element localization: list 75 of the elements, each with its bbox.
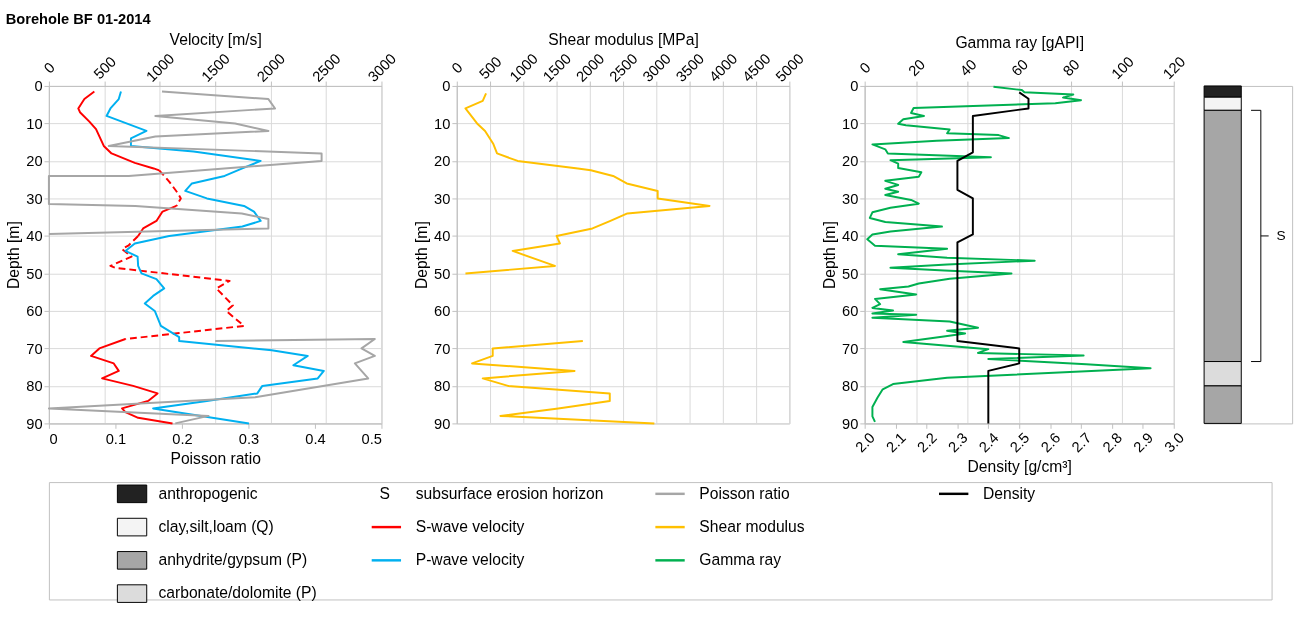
legend-label: S-wave velocity <box>415 517 525 535</box>
x-tick-label: 2.7 <box>1068 429 1095 456</box>
x-tick-label: 2.6 <box>1037 429 1064 456</box>
y-tick-label: 90 <box>842 415 859 432</box>
x-tick-label: 0.4 <box>305 431 326 448</box>
x-tick-label: 2.0 <box>852 429 878 456</box>
x-tick-label: 0.5 <box>361 431 382 448</box>
x-tick-label: 3.0 <box>1161 429 1188 456</box>
x-tick-label: 2.2 <box>914 429 940 456</box>
y-axis-title: Depth [m] <box>5 221 23 290</box>
x-axis-title: Shear modulus [MPa] <box>548 30 699 48</box>
x-tick-label: 2.4 <box>975 429 1002 456</box>
y-tick-label: 50 <box>842 265 859 282</box>
x2-tick-label: 80 <box>1059 56 1083 80</box>
x-tick-label: 0 <box>448 59 466 77</box>
x-tick-label: 2.5 <box>1006 429 1033 456</box>
y-tick-label: 30 <box>434 190 451 207</box>
legend-label: anthropogenic <box>158 484 258 502</box>
y-tick-label: 40 <box>842 228 859 245</box>
x2-tick-label: 60 <box>1008 56 1032 80</box>
line-series <box>956 91 1030 425</box>
legend-label: clay,silt,loam (Q) <box>158 517 274 535</box>
x-tick-label: 0.3 <box>238 431 260 448</box>
legend-label: Shear modulus <box>699 517 805 535</box>
y-tick-label: 40 <box>26 228 43 245</box>
legend-label: carbonate/dolomite (P) <box>158 584 317 602</box>
x-axis-title: Poisson ratio <box>170 450 262 467</box>
legend-label: P-wave velocity <box>415 551 525 569</box>
y-tick-label: 20 <box>842 153 859 170</box>
y-tick-label: 80 <box>26 378 43 395</box>
y-tick-label: 20 <box>434 153 451 170</box>
x2-axis-title: Gamma ray [gAPI] <box>955 33 1085 51</box>
x-tick-label: 2.9 <box>1130 429 1157 456</box>
text: S <box>379 484 390 502</box>
y-tick-label: 60 <box>434 303 451 320</box>
y-tick-label: 10 <box>434 115 451 132</box>
x-tick-label: 0.1 <box>105 431 127 448</box>
y-tick-label: 80 <box>842 378 859 395</box>
y-tick-label: 10 <box>842 115 859 132</box>
y-tick-label: 50 <box>26 265 43 282</box>
x2-tick-label: 100 <box>1108 53 1137 83</box>
y-tick-label: 70 <box>434 340 451 357</box>
x-tick-label: 2.8 <box>1099 429 1126 456</box>
y-tick-label: 20 <box>26 153 43 170</box>
y-axis-title: Depth [m] <box>821 221 839 290</box>
legend-label: Density <box>983 484 1036 502</box>
y-tick-label: 30 <box>842 190 859 207</box>
x2-axis-title: Velocity [m/s] <box>169 30 262 48</box>
y-tick-label: 60 <box>842 303 859 320</box>
y-tick-label: 80 <box>434 378 451 395</box>
x-tick-label: 2.3 <box>944 429 971 456</box>
x-tick-label: 2.1 <box>883 429 909 456</box>
legend-label: Gamma ray <box>699 551 782 569</box>
x2-tick-label: 120 <box>1159 53 1189 83</box>
x2-tick-label: 20 <box>905 56 929 80</box>
text: subsurface erosion horizon <box>415 484 604 502</box>
x-tick-label: 0 <box>49 431 58 448</box>
legend-label: anhydrite/gypsum (P) <box>158 551 308 569</box>
text: S <box>1276 227 1286 243</box>
chart-title: Borehole BF 01-2014 <box>5 11 152 28</box>
x-tick-label: 0.2 <box>172 431 193 448</box>
y-tick-label: 50 <box>434 265 451 282</box>
y-tick-label: 90 <box>434 415 451 432</box>
x-tick-label: 500 <box>476 53 505 83</box>
x-axis-title: Density [g/cm³] <box>967 457 1072 475</box>
y-tick-label: 10 <box>26 115 43 132</box>
y-tick-label: 40 <box>434 228 451 245</box>
x2-tick-label: 40 <box>956 56 980 80</box>
legend-label: Poisson ratio <box>699 484 791 502</box>
y-tick-label: 30 <box>26 190 43 207</box>
y-tick-label: 60 <box>26 303 43 320</box>
y-tick-label: 90 <box>26 415 43 432</box>
y-tick-label: 70 <box>842 340 859 357</box>
y-axis-title: Depth [m] <box>413 221 431 290</box>
y-tick-label: 70 <box>26 340 43 357</box>
